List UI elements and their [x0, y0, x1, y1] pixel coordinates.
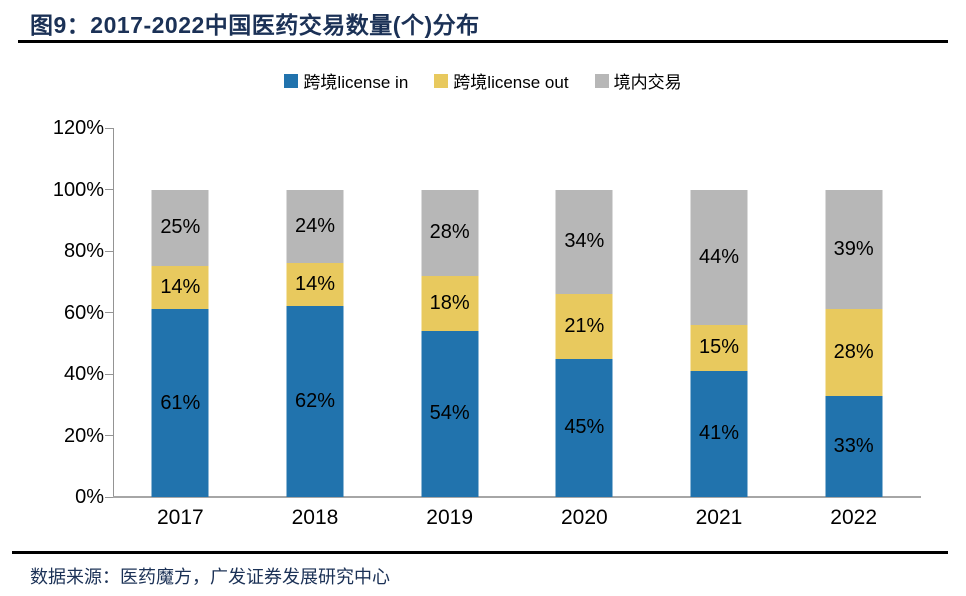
data-label: 21% — [564, 314, 605, 337]
y-axis-line — [113, 128, 114, 497]
x-axis-label-2022: 2022 — [830, 506, 878, 529]
legend-item-license-in: 跨境license in — [284, 68, 408, 93]
legend-item-license-out: 跨境license out — [434, 68, 569, 93]
data-label: 61% — [160, 391, 201, 414]
data-label: 14% — [294, 273, 335, 296]
title-divider-line — [18, 40, 948, 43]
legend-label: 跨境license in — [303, 73, 409, 92]
stacked-bar-2018: 62% 14% 24% — [286, 189, 344, 497]
stacked-bar-2020: 45% 21% 34% — [555, 189, 613, 497]
y-axis-tick-mark — [105, 250, 113, 252]
stacked-bar-2021: 41% 15% 44% — [690, 189, 748, 497]
x-axis-label-2020: 2020 — [560, 506, 608, 529]
x-axis-label-2021: 2021 — [695, 506, 743, 529]
y-axis-tick-label: 20% — [63, 424, 104, 447]
data-label: 54% — [429, 402, 470, 425]
bar-segment-license-out-2017: 14% — [151, 266, 209, 310]
plot-area: 0% 20% 40% 60% 80% 100% 120% 61% 14% 25% 2017 62% 14… — [53, 117, 921, 529]
y-axis-tick-label: 80% — [63, 240, 104, 262]
bar-segment-license-in-2019: 54% — [421, 330, 479, 497]
data-label: 28% — [833, 340, 874, 363]
bar-column-2017: 61% 14% 25% 2017 — [113, 128, 248, 529]
y-axis-tick-mark — [105, 373, 113, 375]
data-label: 41% — [698, 422, 739, 445]
stacked-bar-2019: 54% 18% 28% — [421, 189, 479, 497]
data-label: 14% — [160, 276, 201, 299]
data-label: 33% — [833, 434, 874, 457]
data-source-text: 数据来源：医药魔方，广发证券发展研究中心 — [30, 567, 390, 587]
figure-title: 图9：2017-2022中国医药交易数量(个)分布 — [30, 12, 480, 38]
bar-segment-license-in-2021: 41% — [690, 370, 748, 497]
y-axis-tick-mark — [105, 189, 113, 190]
data-label: 34% — [564, 230, 605, 253]
bar-segment-domestic-2022: 39% — [825, 189, 883, 310]
legend-swatch-icon — [434, 73, 449, 88]
data-label: 45% — [564, 416, 605, 439]
bar-segment-license-in-2020: 45% — [555, 358, 613, 497]
bar-segment-license-in-2018: 62% — [286, 306, 344, 497]
data-label: 62% — [294, 390, 335, 413]
y-axis-tick-label: 120% — [52, 117, 104, 139]
bar-segment-license-out-2022: 28% — [825, 309, 883, 396]
y-axis-tick-mark — [105, 127, 113, 129]
y-axis-tick-mark — [105, 312, 113, 313]
data-label: 15% — [698, 336, 739, 359]
bar-segment-license-out-2018: 14% — [286, 263, 344, 307]
x-axis-label-2017: 2017 — [156, 506, 204, 529]
bar-segment-license-in-2017: 61% — [151, 309, 209, 497]
data-label: 44% — [698, 245, 739, 268]
y-axis-tick-label: 100% — [52, 178, 104, 201]
data-label: 18% — [429, 291, 470, 314]
legend-label: 跨境license out — [453, 73, 569, 92]
stacked-bar-2022: 33% 28% 39% — [825, 189, 883, 497]
bar-column-2020: 45% 21% 34% 2020 — [517, 128, 652, 529]
bar-column-2022: 33% 28% 39% 2022 — [786, 128, 921, 529]
bar-segment-license-out-2020: 21% — [555, 294, 613, 359]
bar-column-2018: 62% 14% 24% 2018 — [248, 128, 383, 529]
bar-segment-license-in-2022: 33% — [825, 395, 883, 497]
y-axis-tick-mark — [105, 496, 113, 498]
data-label: 28% — [429, 221, 470, 244]
bar-segment-domestic-2019: 28% — [421, 189, 479, 276]
x-axis-label-2018: 2018 — [291, 506, 339, 529]
legend-swatch-icon — [594, 73, 609, 88]
bar-segment-domestic-2018: 24% — [286, 189, 344, 264]
bar-segment-license-out-2021: 15% — [690, 324, 748, 371]
legend-label: 境内交易 — [613, 73, 682, 92]
footer-divider-line — [12, 551, 948, 554]
bar-column-2021: 41% 15% 44% 2021 — [652, 128, 787, 529]
legend-swatch-icon — [284, 73, 299, 88]
x-axis-label-2019: 2019 — [426, 506, 474, 529]
stacked-bar-2017: 61% 14% 25% — [151, 189, 209, 497]
y-axis-tick-mark — [105, 435, 113, 436]
bar-segment-domestic-2020: 34% — [555, 189, 613, 295]
y-axis-tick-label: 60% — [63, 301, 104, 324]
y-axis-tick-label: 0% — [75, 486, 104, 508]
bar-segment-domestic-2021: 44% — [690, 189, 748, 325]
chart-legend: 跨境license in 跨境license out 境内交易 — [0, 68, 966, 93]
data-label: 25% — [160, 216, 201, 239]
bar-column-2019: 54% 18% 28% 2019 — [382, 128, 517, 529]
bar-segment-domestic-2017: 25% — [151, 189, 209, 267]
data-label: 39% — [833, 237, 874, 260]
y-axis-tick-label: 40% — [63, 363, 104, 385]
x-axis-line — [113, 496, 921, 498]
bar-segment-license-out-2019: 18% — [421, 275, 479, 331]
legend-item-domestic: 境内交易 — [594, 68, 682, 93]
data-label: 24% — [294, 214, 335, 237]
